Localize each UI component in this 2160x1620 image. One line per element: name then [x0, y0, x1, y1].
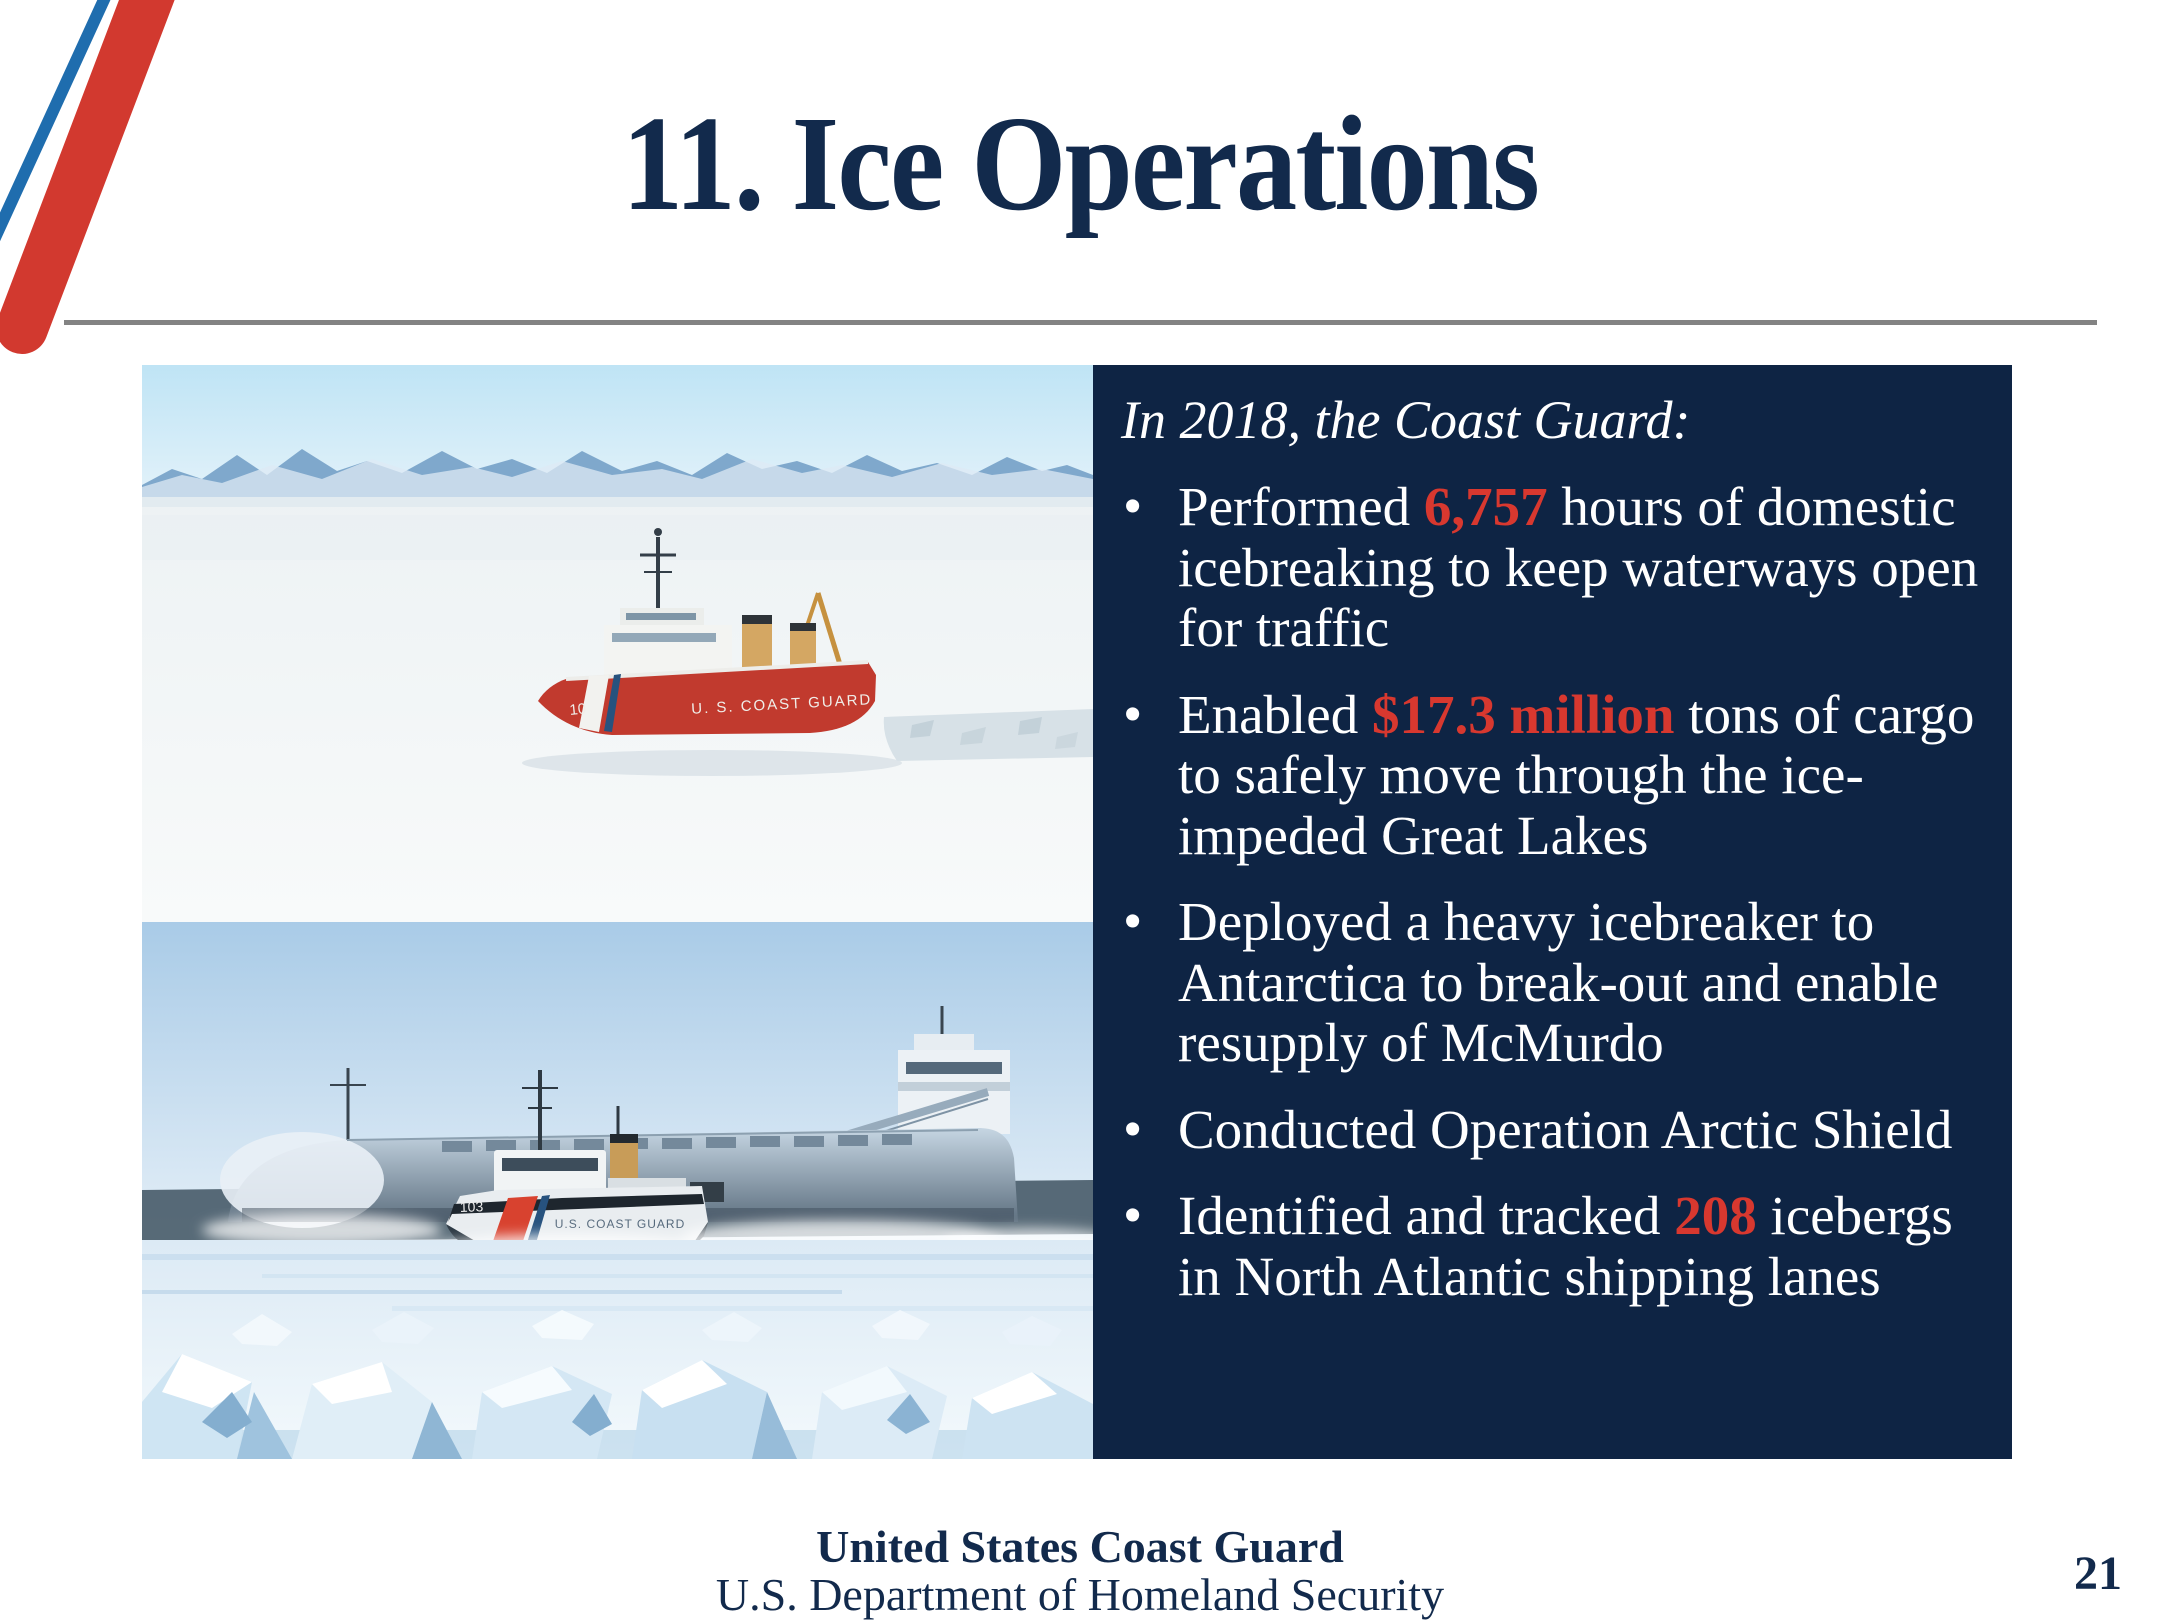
- broken-ice-trail: [883, 709, 1093, 761]
- icebreaker-ship: U. S. COAST GUARD 10: [538, 528, 876, 735]
- ice-field: [142, 497, 1093, 922]
- mountain-range: [142, 449, 1093, 507]
- bullet-text-post: icebergs in North Atlantic shipping lane…: [1178, 1185, 1953, 1307]
- bullet-item: Deployed a heavy icebreaker to Antarctic…: [1121, 891, 1988, 1074]
- bullet-item: Identified and tracked 208 icebergs in N…: [1121, 1185, 1988, 1307]
- bullet-text-post: hours of domestic icebreaking to keep wa…: [1178, 476, 1979, 659]
- ice-foreground: [142, 1240, 1093, 1459]
- frosted-bow: [220, 1132, 384, 1228]
- photo-icebreaker-antarctica: U. S. COAST GUARD 10: [142, 365, 1093, 922]
- bullet-item: Performed 6,757 hours of domestic icebre…: [1121, 476, 1988, 659]
- photo-great-lakes-escort: 103 U.S. COAST GUARD: [142, 922, 1093, 1459]
- bullet-text-pre: Identified and tracked: [1178, 1185, 1675, 1247]
- bullet-text-pre: Deployed a heavy icebreaker to Antarctic…: [1178, 891, 1939, 1074]
- bullet-text-pre: Performed: [1178, 476, 1424, 538]
- forward-stack: [742, 615, 772, 671]
- bow-number: 10: [569, 700, 587, 719]
- photo-column: U. S. COAST GUARD 10: [142, 365, 1093, 1459]
- bullet-item: Enabled $17.3 million tons of cargo to s…: [1121, 683, 1988, 867]
- bullet-text-post: tons of cargo to safely move through the…: [1178, 683, 1975, 866]
- red-hull: [538, 662, 876, 735]
- blue-stripe: [0, 0, 111, 242]
- bullet-item: Conducted Operation Arctic Shield: [1121, 1098, 1988, 1161]
- page-title: 11. Ice Operations: [621, 89, 1540, 239]
- bullet-highlight: 6,757: [1423, 476, 1548, 538]
- tug-bow-number: 103: [460, 1198, 484, 1215]
- ship-shadow: [522, 750, 902, 776]
- freighter-ship: [220, 1006, 1018, 1228]
- bullet-highlight: 208: [1674, 1185, 1757, 1247]
- content-area: U. S. COAST GUARD 10: [142, 365, 2012, 1459]
- footer: United States Coast Guard U.S. Departmen…: [0, 1523, 2160, 1619]
- page-number: 21: [2074, 1547, 2122, 1600]
- bow-stripe: [579, 675, 609, 732]
- tug-hull-text: U.S. COAST GUARD: [555, 1217, 685, 1231]
- bullet-text-pre: Enabled: [1178, 683, 1372, 745]
- footer-dept-name: U.S. Department of Homeland Security: [715, 1568, 1445, 1620]
- panel-heading: In 2018, the Coast Guard:: [1121, 390, 1691, 450]
- red-stripe: [0, 0, 175, 354]
- info-panel: In 2018, the Coast Guard: Performed 6,75…: [1093, 365, 2012, 1459]
- corner-stripes-decoration: [0, 0, 175, 354]
- title-divider: [64, 320, 2097, 325]
- bullet-text-pre: Conducted Operation Arctic Shield: [1178, 1098, 1953, 1160]
- aft-crane: [815, 592, 845, 672]
- bullet-highlight: $17.3 million: [1371, 683, 1675, 745]
- bullet-list: Performed 6,757 hours of domestic icebre…: [1121, 476, 1988, 1307]
- footer-org-name: United States Coast Guard: [816, 1521, 1344, 1572]
